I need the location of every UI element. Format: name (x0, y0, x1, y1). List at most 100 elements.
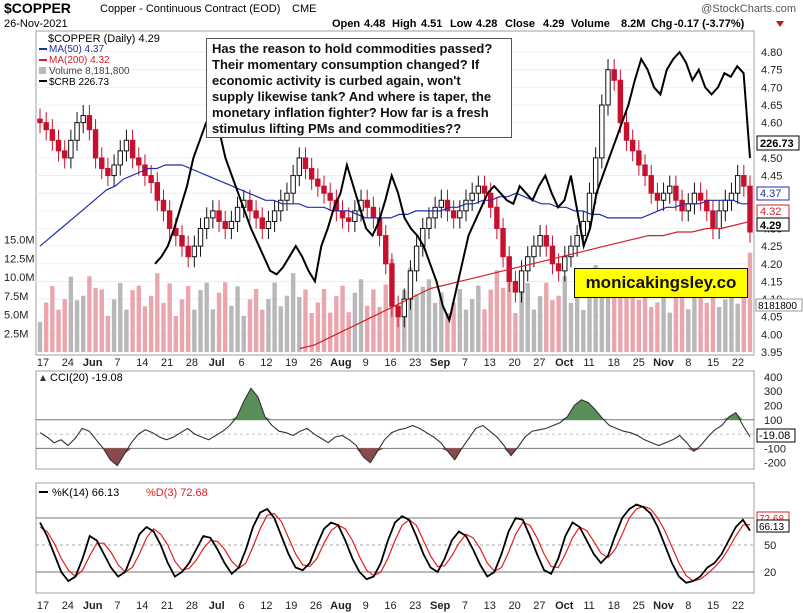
volume-bar (457, 289, 463, 352)
cci-tick-label: 200 (764, 400, 782, 412)
cci-line (39, 387, 751, 467)
x-tick-label: 28 (186, 357, 198, 369)
candle-down (611, 69, 617, 81)
volume-bar (544, 282, 549, 352)
price-tick-label: 4.20 (761, 259, 782, 271)
candle-up (537, 235, 543, 247)
x-tick-label: 18 (608, 357, 620, 369)
volume-bar (81, 295, 86, 352)
volume-bar (185, 286, 191, 352)
volume-bar (556, 295, 561, 352)
x-tick-label: 22 (732, 357, 744, 369)
stoch-d-line (39, 505, 751, 582)
cci-axis-ticks: 4003002001000-100-200 (764, 372, 786, 470)
volume-bar (624, 286, 629, 352)
candle-down (302, 157, 309, 170)
candle-down (370, 206, 377, 219)
volume-bar (593, 265, 598, 352)
volume-tick-label: 10.0M (4, 272, 35, 284)
volume-bar (50, 286, 55, 352)
x-tick-label: 26 (310, 600, 322, 612)
volume-bar (439, 292, 444, 352)
price-tick-label: 4.80 (761, 47, 782, 59)
x-tick-label: 8 (685, 357, 691, 369)
high-value: 4.51 (421, 18, 442, 30)
legend-ma200: MA(200) 4.32 (49, 55, 110, 66)
candle-down (55, 139, 62, 152)
candle-down (166, 210, 173, 229)
candle-down (129, 139, 136, 159)
volume-bar (74, 300, 80, 352)
x-tick-label: Jun (83, 357, 103, 369)
volume-bar (618, 279, 623, 352)
volume-bar (679, 282, 685, 352)
volume-bar (260, 309, 265, 352)
volume-bar (723, 299, 728, 352)
candle-down (99, 157, 105, 170)
candle-up (197, 227, 204, 247)
candle-up (531, 245, 537, 258)
candle-down (500, 227, 506, 258)
candle-up (457, 210, 463, 219)
volume-bar (525, 283, 530, 352)
x-tick-label: 19 (285, 357, 297, 369)
volume-bar (223, 282, 228, 352)
x-tick-label: Jul (209, 357, 225, 369)
volume-bar (161, 302, 166, 352)
x-tick-label: 7 (114, 600, 120, 612)
cci-oversold-fill (40, 448, 750, 466)
volume-tick-label: 2.5M (4, 328, 28, 340)
last-ma50-box (756, 186, 790, 201)
x-tick-label: 27 (533, 357, 545, 369)
candle-up (284, 192, 290, 201)
volume-bar (37, 322, 43, 352)
volume-bar (686, 309, 691, 352)
low-label: Low (450, 18, 472, 30)
candle-down (222, 220, 228, 229)
stoch-tick-label: 50 (764, 540, 776, 552)
candle-down (629, 139, 636, 152)
candle-down (179, 235, 185, 247)
volume-bar (698, 282, 703, 352)
x-tick-label: 22 (732, 600, 744, 612)
candle-down (339, 210, 346, 219)
ma50-line (39, 164, 750, 247)
volume-bar (105, 316, 111, 352)
volume-tick-label: 7.5M (4, 291, 28, 303)
legend-copper: $COPPER (Daily) 4.29 (48, 33, 160, 45)
candle-down (555, 263, 562, 272)
volume-label: Volume (571, 18, 610, 30)
chart-date: 26-Nov-2021 (4, 18, 68, 30)
cci-gridlines (36, 419, 754, 449)
x-tick-label: 28 (186, 600, 198, 612)
volume-bar (704, 302, 709, 352)
volume-bar (568, 302, 574, 352)
volume-bar (204, 282, 209, 352)
x-tick-label: 20 (508, 600, 520, 612)
legend-crb: $CRB 226.73 (49, 77, 109, 88)
close-value: 4.29 (543, 18, 564, 30)
commentary-box: Has the reason to hold commodities passe… (206, 38, 512, 138)
stoch-legend-k: %K(14) 66.13 (52, 487, 119, 499)
volume-bar (241, 316, 246, 352)
candle-up (111, 164, 117, 177)
volume-bar (179, 299, 185, 352)
candle-up (691, 192, 698, 205)
candle-down (444, 199, 451, 212)
candle-down (37, 118, 43, 124)
volume-bar (537, 296, 543, 352)
candle-up (413, 245, 420, 272)
candle-up (716, 210, 722, 229)
candle-down (648, 175, 654, 194)
volume-bar (716, 307, 722, 352)
chg-label: Chg (651, 18, 672, 30)
candle-up (117, 150, 123, 166)
volume-bar (395, 309, 401, 352)
cci-tick-label: 300 (764, 386, 782, 398)
volume-bar (167, 283, 172, 352)
candle-up (210, 210, 216, 219)
volume-bar (463, 309, 469, 352)
volume-bar (408, 267, 413, 352)
volume-bar (155, 273, 160, 352)
volume-tick-label: 12.5M (4, 253, 35, 265)
